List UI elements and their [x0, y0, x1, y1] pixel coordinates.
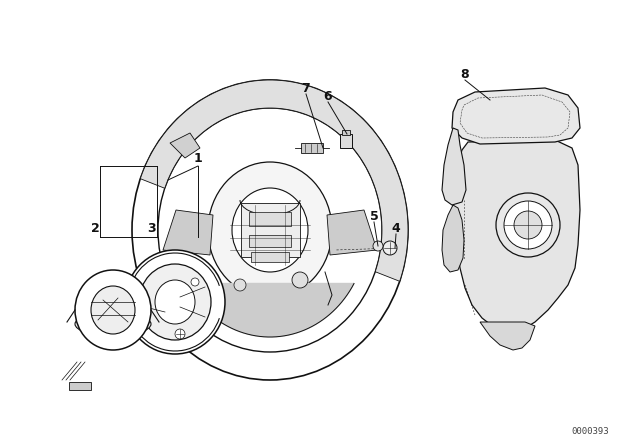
Ellipse shape	[75, 270, 151, 350]
Ellipse shape	[504, 201, 552, 249]
Ellipse shape	[208, 162, 332, 298]
Ellipse shape	[91, 286, 135, 334]
FancyBboxPatch shape	[241, 203, 300, 257]
Polygon shape	[163, 210, 213, 255]
Text: 1: 1	[194, 151, 202, 164]
Ellipse shape	[373, 241, 383, 251]
Polygon shape	[480, 322, 535, 350]
Polygon shape	[452, 140, 580, 332]
Text: 8: 8	[461, 68, 469, 81]
Ellipse shape	[496, 193, 560, 257]
Ellipse shape	[175, 329, 185, 339]
Polygon shape	[327, 210, 377, 255]
Text: 4: 4	[392, 221, 401, 234]
Ellipse shape	[383, 241, 397, 255]
Text: 3: 3	[148, 221, 156, 234]
Ellipse shape	[75, 312, 151, 336]
Ellipse shape	[158, 108, 382, 352]
Ellipse shape	[234, 279, 246, 291]
Bar	[251, 252, 289, 262]
Ellipse shape	[191, 278, 199, 286]
Ellipse shape	[139, 264, 211, 340]
Ellipse shape	[125, 250, 225, 354]
Ellipse shape	[232, 188, 308, 272]
Bar	[249, 235, 291, 247]
Polygon shape	[170, 133, 200, 158]
Ellipse shape	[132, 80, 408, 380]
Ellipse shape	[514, 211, 542, 239]
Text: 0000393: 0000393	[571, 427, 609, 436]
Text: 6: 6	[324, 90, 332, 103]
Bar	[301, 143, 323, 153]
Text: 7: 7	[301, 82, 310, 95]
Bar	[340, 134, 352, 148]
Polygon shape	[452, 88, 580, 144]
Text: 5: 5	[370, 210, 378, 223]
Ellipse shape	[292, 272, 308, 288]
Bar	[342, 130, 350, 135]
Polygon shape	[442, 128, 466, 205]
Polygon shape	[442, 205, 464, 272]
Ellipse shape	[155, 280, 195, 324]
Polygon shape	[140, 80, 408, 281]
Text: 2: 2	[91, 221, 99, 234]
Bar	[69, 382, 91, 390]
Bar	[249, 212, 291, 226]
Polygon shape	[186, 284, 354, 337]
